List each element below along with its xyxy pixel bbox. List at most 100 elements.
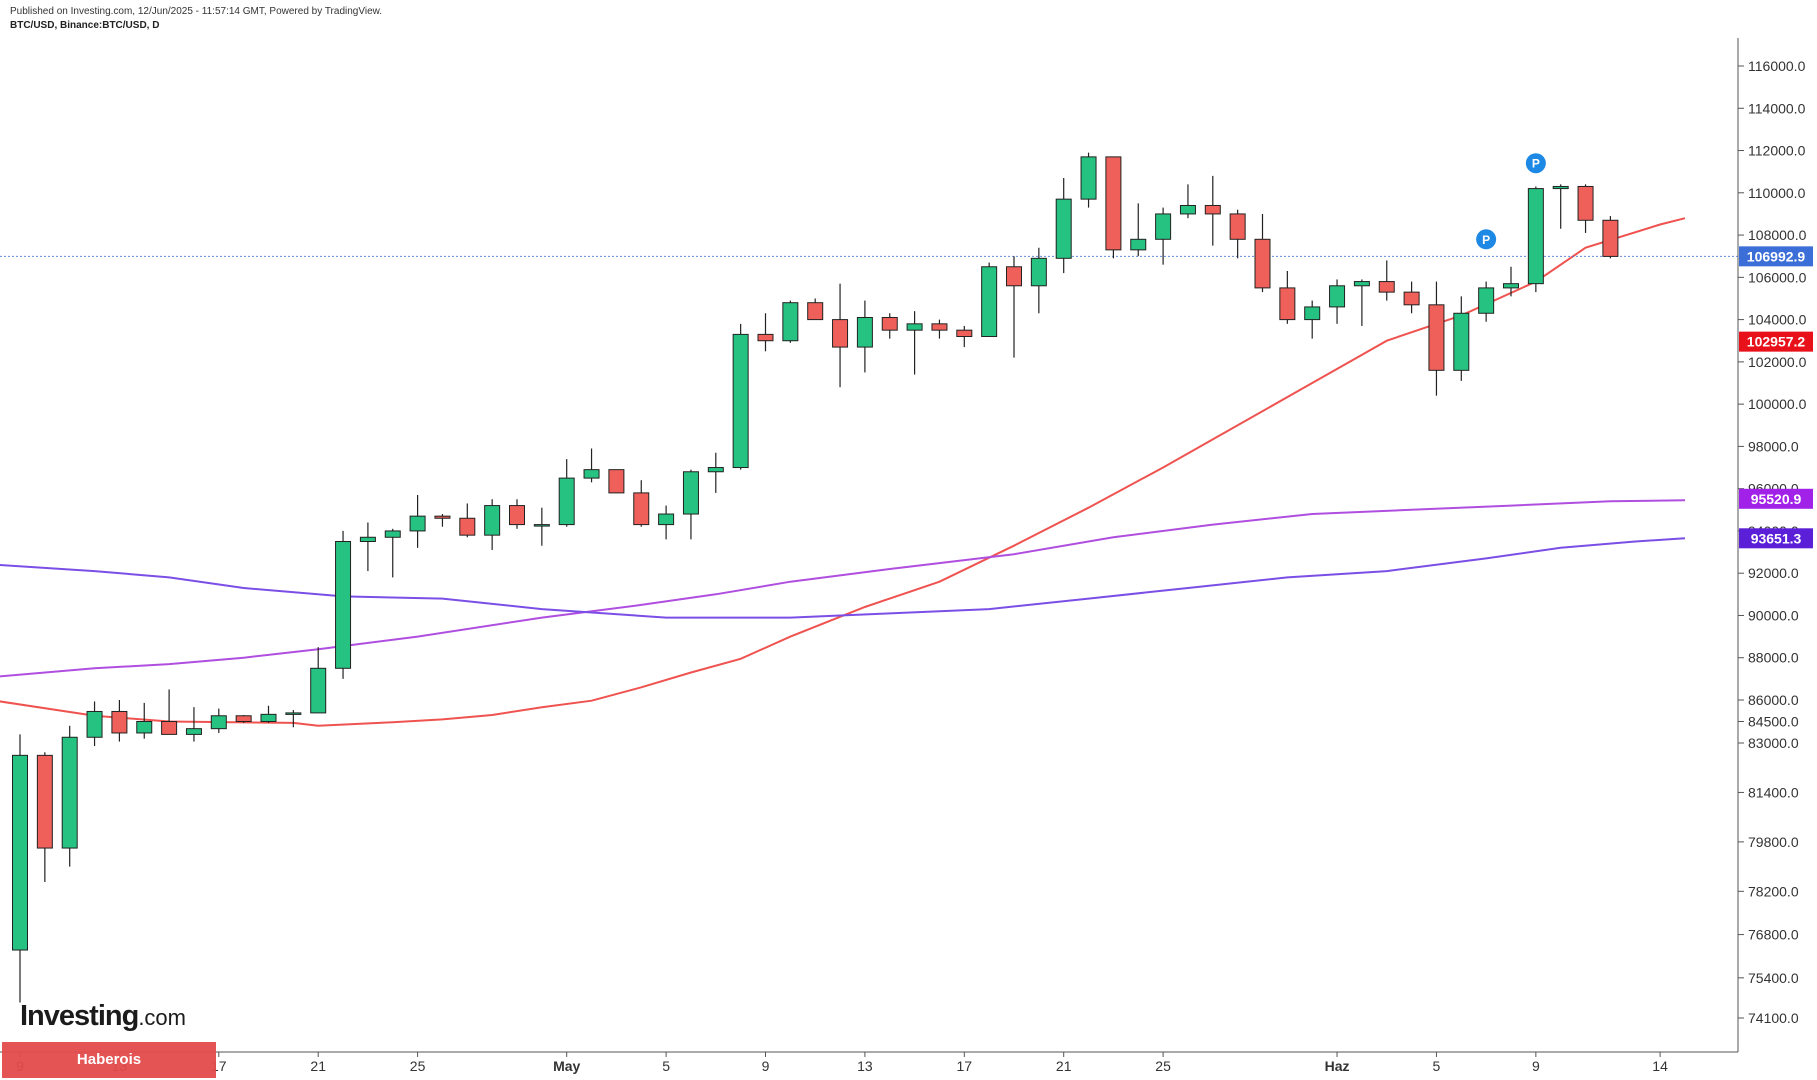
candle-body bbox=[310, 667, 327, 714]
y-tick-label: 76800.0 bbox=[1748, 927, 1799, 943]
candle-body bbox=[583, 469, 600, 479]
candle bbox=[707, 452, 724, 493]
ma-value-badge: 93651.3 bbox=[1739, 528, 1813, 549]
candle bbox=[1055, 178, 1072, 274]
ma-value-badge-text: 95520.9 bbox=[1751, 491, 1802, 507]
x-tick-label: 21 bbox=[1056, 1058, 1072, 1074]
y-tick-label: 92000.0 bbox=[1748, 565, 1799, 581]
candle bbox=[1602, 216, 1619, 259]
y-tick-label: 78200.0 bbox=[1748, 883, 1799, 899]
candle bbox=[1155, 207, 1172, 265]
p-marker-label: P bbox=[1532, 157, 1540, 171]
candle bbox=[782, 300, 799, 343]
candle bbox=[1229, 209, 1246, 259]
candle-body bbox=[533, 524, 550, 527]
candle bbox=[1453, 296, 1470, 381]
candle bbox=[1204, 175, 1221, 246]
y-tick-label: 84500.0 bbox=[1748, 714, 1799, 730]
last-price-badge: 106992.9 bbox=[1739, 246, 1813, 267]
candle bbox=[1254, 213, 1271, 293]
x-tick-label: 13 bbox=[857, 1058, 873, 1074]
candle-body bbox=[335, 541, 352, 669]
x-tick-label: May bbox=[553, 1058, 580, 1074]
candle bbox=[682, 469, 699, 540]
candle-body bbox=[1453, 312, 1470, 371]
candle-body bbox=[409, 515, 426, 532]
candle-body bbox=[484, 505, 501, 536]
candle bbox=[1030, 247, 1047, 314]
candle-body bbox=[1403, 291, 1420, 306]
candle bbox=[310, 647, 327, 714]
y-tick-label: 86000.0 bbox=[1748, 692, 1799, 708]
candle-body bbox=[707, 467, 724, 473]
y-tick-label: 100000.0 bbox=[1748, 396, 1807, 412]
candle bbox=[1577, 184, 1594, 233]
candle-body bbox=[807, 302, 824, 321]
published-note: Published on Investing.com, 12/Jun/2025 … bbox=[10, 6, 383, 17]
candle bbox=[956, 325, 973, 348]
ma-value-badge-text: 102957.2 bbox=[1747, 334, 1806, 350]
candle-body bbox=[285, 712, 302, 715]
ma-value-badge-bg bbox=[1739, 528, 1813, 549]
symbol-title: BTC/USD, Binance:BTC/USD, D bbox=[10, 20, 160, 31]
candle bbox=[36, 752, 53, 883]
candle bbox=[1503, 266, 1519, 297]
x-tick-label: 9 bbox=[762, 1058, 770, 1074]
candle bbox=[210, 708, 227, 733]
candle bbox=[1478, 281, 1495, 322]
candle-body bbox=[260, 713, 277, 722]
candle-body bbox=[981, 266, 998, 338]
candle bbox=[608, 469, 625, 494]
candle-body bbox=[1055, 198, 1072, 259]
ma-line-2 bbox=[0, 499, 1686, 678]
y-tick-label: 114000.0 bbox=[1748, 100, 1806, 116]
candle-body bbox=[235, 715, 252, 722]
y-tick-label: 88000.0 bbox=[1748, 650, 1799, 666]
candle bbox=[384, 528, 401, 578]
candle-body bbox=[136, 721, 153, 734]
p-marker-circle bbox=[1525, 153, 1546, 174]
candle bbox=[260, 705, 277, 723]
y-tick-label: 112000.0 bbox=[1748, 143, 1806, 159]
x-tick-label: 14 bbox=[1652, 1058, 1668, 1074]
candle-body bbox=[61, 736, 78, 849]
candle-body bbox=[682, 471, 699, 515]
candle bbox=[1179, 184, 1196, 219]
candle bbox=[856, 300, 873, 373]
candle-body bbox=[608, 469, 625, 494]
candle-body bbox=[459, 517, 476, 536]
x-tick-label: 25 bbox=[410, 1058, 426, 1074]
candle-body bbox=[832, 319, 849, 348]
candle-body bbox=[732, 333, 749, 469]
candle-body bbox=[1478, 287, 1495, 314]
candle-body bbox=[111, 710, 128, 734]
x-tick-label: 5 bbox=[662, 1058, 670, 1074]
x-tick-label: 17 bbox=[957, 1058, 973, 1074]
candle-body bbox=[558, 477, 575, 526]
candle-body bbox=[1279, 287, 1296, 321]
candle-body bbox=[1080, 156, 1097, 200]
candle-body bbox=[1254, 238, 1271, 289]
candle bbox=[757, 313, 774, 352]
candle bbox=[235, 715, 252, 723]
x-tick-label: 9 bbox=[1532, 1058, 1540, 1074]
candle bbox=[484, 499, 501, 550]
ma-value-badge-text: 93651.3 bbox=[1751, 530, 1802, 546]
candle-body bbox=[86, 710, 103, 738]
candle-body bbox=[906, 323, 923, 331]
candle bbox=[1329, 279, 1346, 324]
candle bbox=[1130, 203, 1147, 257]
ma-line-1 bbox=[0, 217, 1686, 727]
candle bbox=[1353, 279, 1370, 326]
candle-body bbox=[1304, 306, 1321, 321]
candle bbox=[1428, 281, 1445, 396]
candle bbox=[61, 725, 78, 867]
candle bbox=[1403, 281, 1420, 314]
x-tick-label: 5 bbox=[1433, 1058, 1441, 1074]
candle-body bbox=[384, 530, 401, 538]
candle-body bbox=[1428, 304, 1445, 371]
candle-body bbox=[1179, 204, 1196, 215]
y-tick-label: 102000.0 bbox=[1748, 354, 1807, 370]
candle-body bbox=[1030, 257, 1047, 287]
